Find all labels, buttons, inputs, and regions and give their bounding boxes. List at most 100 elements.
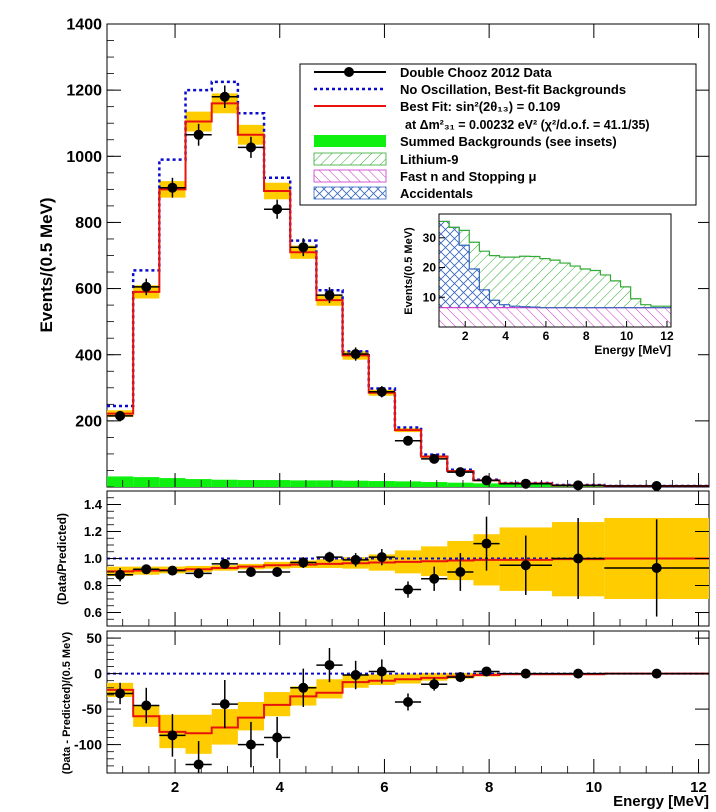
- legend-entry-best-fit-params: at Δm²₃₁ = 0.00232 eV² (χ²/d.o.f. = 41.1…: [405, 118, 650, 132]
- inset-x-ticks: 2 4 6 8 10 12: [462, 321, 674, 343]
- legend-entry-data: Double Chooz 2012 Data: [314, 65, 552, 80]
- difference-data-point-marker: [141, 700, 152, 711]
- difference-data-point-marker: [245, 739, 256, 750]
- main-data-point-marker: [219, 91, 230, 102]
- main-data-point-marker: [376, 386, 387, 397]
- main-data-point-marker: [651, 481, 662, 492]
- difference-y-ticks: -100 -50 0 50: [74, 630, 709, 774]
- summed-background-bin: [107, 476, 134, 487]
- inset-fast-n-bin: [439, 307, 450, 327]
- main-data-point-marker: [245, 142, 256, 153]
- inset-lithium-bin: [620, 286, 631, 308]
- main-data-point-marker: [298, 242, 309, 253]
- legend-fast-n-swatch: [313, 169, 387, 183]
- summed-background-bin: [421, 482, 448, 487]
- inset-fast-n-bin: [449, 307, 460, 327]
- inset-fast-n-bin: [590, 307, 601, 327]
- ratio-data-point-marker: [651, 562, 662, 573]
- inset-lithium-bin: [519, 256, 530, 307]
- ratio-data-point-marker: [219, 558, 230, 569]
- inset-accidentals-bin: [439, 221, 450, 308]
- main-x-ticks: [122, 24, 700, 487]
- ratio-data-point-marker: [245, 567, 256, 577]
- inset-fast-n-bin: [580, 307, 591, 327]
- inset-x-tick-label: 12: [660, 329, 674, 343]
- legend-label-best-fit-params: at Δm²₃₁ = 0.00232 eV² (χ²/d.o.f. = 41.1…: [405, 118, 650, 132]
- ratio-data-point-marker: [350, 554, 361, 565]
- main-data-point-marker: [193, 129, 204, 140]
- inset-fast-n-bin: [459, 307, 470, 327]
- main-data-point-marker: [403, 435, 413, 446]
- inset-accidentals-bin: [459, 245, 470, 308]
- ratio-y-tick-label: 1.2: [84, 524, 102, 539]
- main-data-point-marker: [115, 410, 126, 421]
- difference-band-bin: [316, 679, 343, 699]
- inset-lithium-bin: [610, 280, 621, 308]
- inset-y-axis-label: Events/(0.5 MeV): [403, 227, 415, 315]
- ratio-data-point-marker: [324, 552, 335, 563]
- inset-frame: [438, 213, 672, 328]
- inset-fast-n-bin: [620, 307, 631, 327]
- inset-x-axis-label: Energy [MeV]: [594, 343, 671, 357]
- legend-entry-best-fit: Best Fit: sin²(2θ₁₃) = 0.109: [314, 99, 560, 114]
- inset-accidentals-bin: [499, 304, 510, 308]
- summed-background-bin: [185, 479, 212, 487]
- inset-lithium-bin: [570, 266, 581, 308]
- inset-accidentals-bin: [509, 306, 520, 308]
- inset-y-tick-label: 30: [423, 231, 437, 245]
- legend-label-best-fit: Best Fit: sin²(2θ₁₃) = 0.109: [400, 99, 560, 114]
- difference-data-point-marker: [193, 759, 204, 770]
- legend-summed-backgrounds-swatch: [314, 135, 386, 147]
- difference-y-axis-label: (Data - Predicted)/(0.5 MeV): [61, 631, 73, 774]
- ratio-data-point-marker: [141, 564, 152, 575]
- difference-y-tick-label: 50: [86, 630, 102, 646]
- ratio-data-point-marker: [115, 569, 126, 580]
- legend: Double Chooz 2012 Data No Oscillation, B…: [299, 63, 697, 206]
- inset-x-tick-label: 2: [462, 329, 469, 343]
- ratio-data-point-marker: [272, 567, 283, 577]
- difference-x-tick-label: 4: [276, 779, 285, 796]
- difference-data-point-marker: [455, 672, 466, 683]
- legend-data-marker: [344, 67, 354, 77]
- inset-lithium-bin: [509, 257, 520, 307]
- inset-accidentals-bin: [479, 289, 490, 308]
- difference-data-point-marker: [219, 699, 230, 710]
- difference-data-point-marker: [376, 666, 387, 677]
- inset-lithium-bin: [560, 263, 571, 308]
- legend-entry-fast-n: Fast n and Stopping μ: [313, 169, 537, 184]
- difference-data-point-marker: [298, 682, 309, 693]
- inset-lithium-bin: [459, 230, 470, 246]
- main-y-tick-label: 200: [75, 413, 102, 430]
- difference-data-point-marker: [481, 666, 492, 677]
- main-data-point-marker: [141, 281, 152, 292]
- ratio-x-ticks: [122, 491, 700, 626]
- main-data-points: [107, 85, 709, 492]
- difference-best-fit-curve: [107, 672, 709, 735]
- legend-accidentals-swatch: [313, 186, 387, 200]
- inset-fast-n-bin: [469, 307, 480, 327]
- inset-lithium-bin: [660, 306, 671, 308]
- difference-data-point-marker: [350, 670, 361, 681]
- main-y-tick-label: 1400: [66, 17, 102, 34]
- inset-x-tick-label: 10: [620, 329, 634, 343]
- inset-accidentals-outline: [439, 220, 671, 309]
- difference-data-point-marker: [403, 697, 413, 707]
- main-y-ticks: 200 400 600 800 1000 1200 1400: [66, 17, 709, 488]
- difference-data-point-marker: [324, 660, 335, 671]
- legend-label-fast-n: Fast n and Stopping μ: [400, 169, 537, 184]
- inset-fast-n-bin: [610, 307, 621, 327]
- ratio-y-tick-label: 0.8: [84, 578, 102, 593]
- difference-y-tick-label: 0: [94, 666, 102, 682]
- legend-lithium-swatch: [313, 152, 387, 166]
- main-y-tick-label: 400: [75, 347, 102, 364]
- inset-lithium-bin: [640, 304, 651, 308]
- main-data-point-marker: [324, 290, 335, 301]
- summed-background-bin: [342, 480, 369, 487]
- inset-lithium-bin: [489, 255, 500, 301]
- inset-fast-n-bin: [660, 307, 671, 327]
- main-data-point-marker: [272, 204, 283, 215]
- main-y-axis-label: Events/(0.5 MeV): [37, 197, 56, 332]
- ratio-data-point-marker: [481, 538, 492, 549]
- ratio-data-point-marker: [403, 584, 413, 595]
- ratio-y-tick-label: 1.4: [84, 497, 103, 512]
